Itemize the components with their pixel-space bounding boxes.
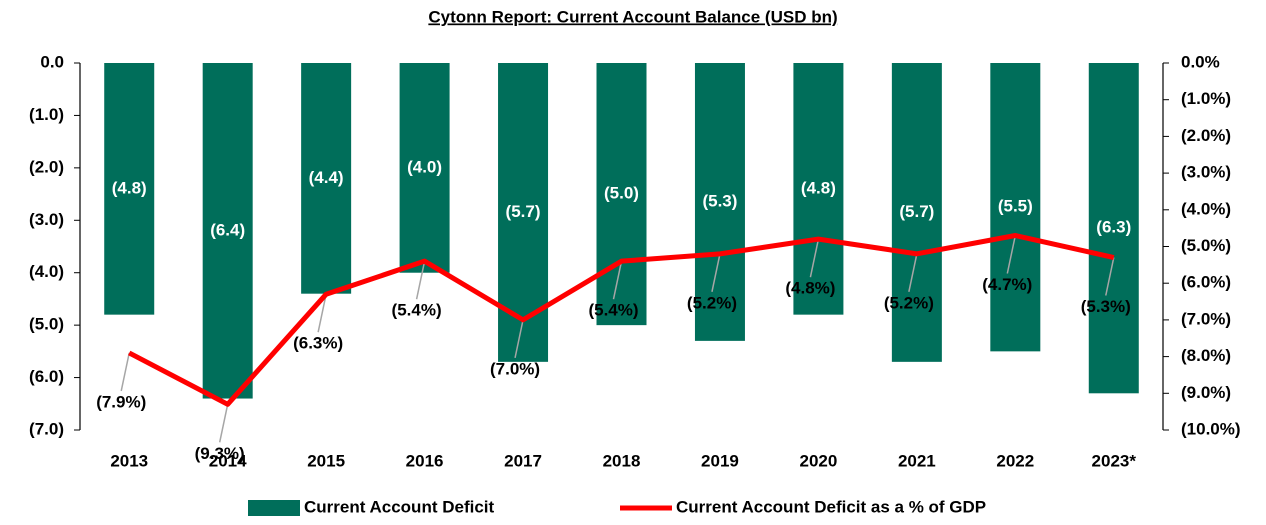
line-value-label: (5.2%) — [687, 293, 737, 312]
y-tick-label: (4.0) — [29, 262, 64, 281]
bar-value-label: (5.7) — [506, 202, 541, 221]
y2-tick-label: (2.0%) — [1181, 126, 1231, 145]
x-tick-label: 2022 — [996, 451, 1034, 470]
line — [128, 232, 1115, 407]
leader-line — [1105, 257, 1115, 296]
bar — [1088, 63, 1139, 394]
line-value-label: (7.9%) — [96, 392, 146, 411]
y2-tick-label: (3.0%) — [1181, 163, 1231, 182]
y-tick-label: (1.0) — [29, 105, 64, 124]
bar — [399, 63, 450, 273]
bar — [301, 63, 352, 294]
line-value-label: (5.4%) — [392, 301, 442, 320]
bar-value-label: (5.3) — [702, 191, 737, 210]
line-value-label: (4.8%) — [785, 279, 835, 298]
y-tick-label: (6.0) — [29, 367, 64, 386]
y2-tick-label: (4.0%) — [1181, 199, 1231, 218]
leader-line — [908, 253, 918, 292]
line-value-label: (5.4%) — [588, 301, 638, 320]
x-tick-label: 2013 — [110, 451, 148, 470]
x-tick-label: 2014 — [209, 451, 247, 470]
line-value-label: (5.2%) — [884, 293, 934, 312]
line-value-label: (9.3%) — [195, 444, 245, 463]
x-tick-label: 2018 — [603, 451, 641, 470]
y2-tick-label: (1.0%) — [1181, 89, 1231, 108]
y2-tick-label: (7.0%) — [1181, 309, 1231, 328]
y-tick-label: (7.0) — [29, 419, 64, 438]
leader-line — [711, 253, 721, 292]
legend-label: Current Account Deficit as a % of GDP — [676, 497, 986, 516]
x-tick-label: 2019 — [701, 451, 739, 470]
x-tick-label: 2015 — [307, 451, 345, 470]
bar-value-label: (6.4) — [210, 220, 245, 239]
bar-value-label: (4.8) — [112, 178, 147, 197]
bar-value-label: (4.0) — [407, 157, 442, 176]
bar-value-label: (6.3) — [1096, 218, 1131, 237]
leader-line — [317, 294, 327, 333]
y2-tick-label: (9.0%) — [1181, 383, 1231, 402]
x-tick-label: 2017 — [504, 451, 542, 470]
leader-line — [809, 239, 820, 278]
bar — [891, 63, 942, 362]
bar-value-label: (5.5) — [998, 197, 1033, 216]
legend-label: Current Account Deficit — [304, 497, 495, 516]
y2-tick-label: 0.0% — [1181, 52, 1220, 71]
bar-value-label: (5.7) — [899, 202, 934, 221]
bar-value-label: (4.4) — [309, 168, 344, 187]
x-tick-label: 2023* — [1092, 451, 1137, 470]
leader-line — [120, 352, 130, 392]
leader-line — [1006, 235, 1017, 274]
line-value-label: (4.7%) — [982, 275, 1032, 294]
chart-title: Cytonn Report: Current Account Balance (… — [428, 7, 837, 26]
bar-value-label: (5.0) — [604, 184, 639, 203]
y-tick-label: (2.0) — [29, 157, 64, 176]
x-tick-label: 2020 — [799, 451, 837, 470]
bar — [104, 63, 155, 315]
line-value-label: (5.3%) — [1081, 297, 1131, 316]
bar — [202, 63, 253, 399]
y2-tick-label: (5.0%) — [1181, 236, 1231, 255]
line-value-label: (7.0%) — [490, 359, 540, 378]
y2-tick-label: (8.0%) — [1181, 346, 1231, 365]
bar — [694, 63, 745, 341]
bar — [596, 63, 647, 326]
leader-line — [218, 404, 229, 443]
line-value-label: (6.3%) — [293, 334, 343, 353]
leader-line — [514, 319, 524, 359]
x-tick-label: 2016 — [406, 451, 444, 470]
bar — [990, 63, 1041, 352]
bar — [793, 63, 844, 315]
leader-line — [415, 261, 426, 300]
y2-tick-label: (10.0%) — [1181, 419, 1241, 438]
y2-tick-label: (6.0%) — [1181, 273, 1231, 292]
y-tick-label: (3.0) — [29, 210, 64, 229]
legend-swatch — [248, 500, 300, 516]
y-tick-label: (5.0) — [29, 315, 64, 334]
leader-line — [612, 261, 623, 300]
y-tick-label: 0.0 — [40, 52, 64, 71]
x-tick-label: 2021 — [898, 451, 936, 470]
bar-value-label: (4.8) — [801, 178, 836, 197]
